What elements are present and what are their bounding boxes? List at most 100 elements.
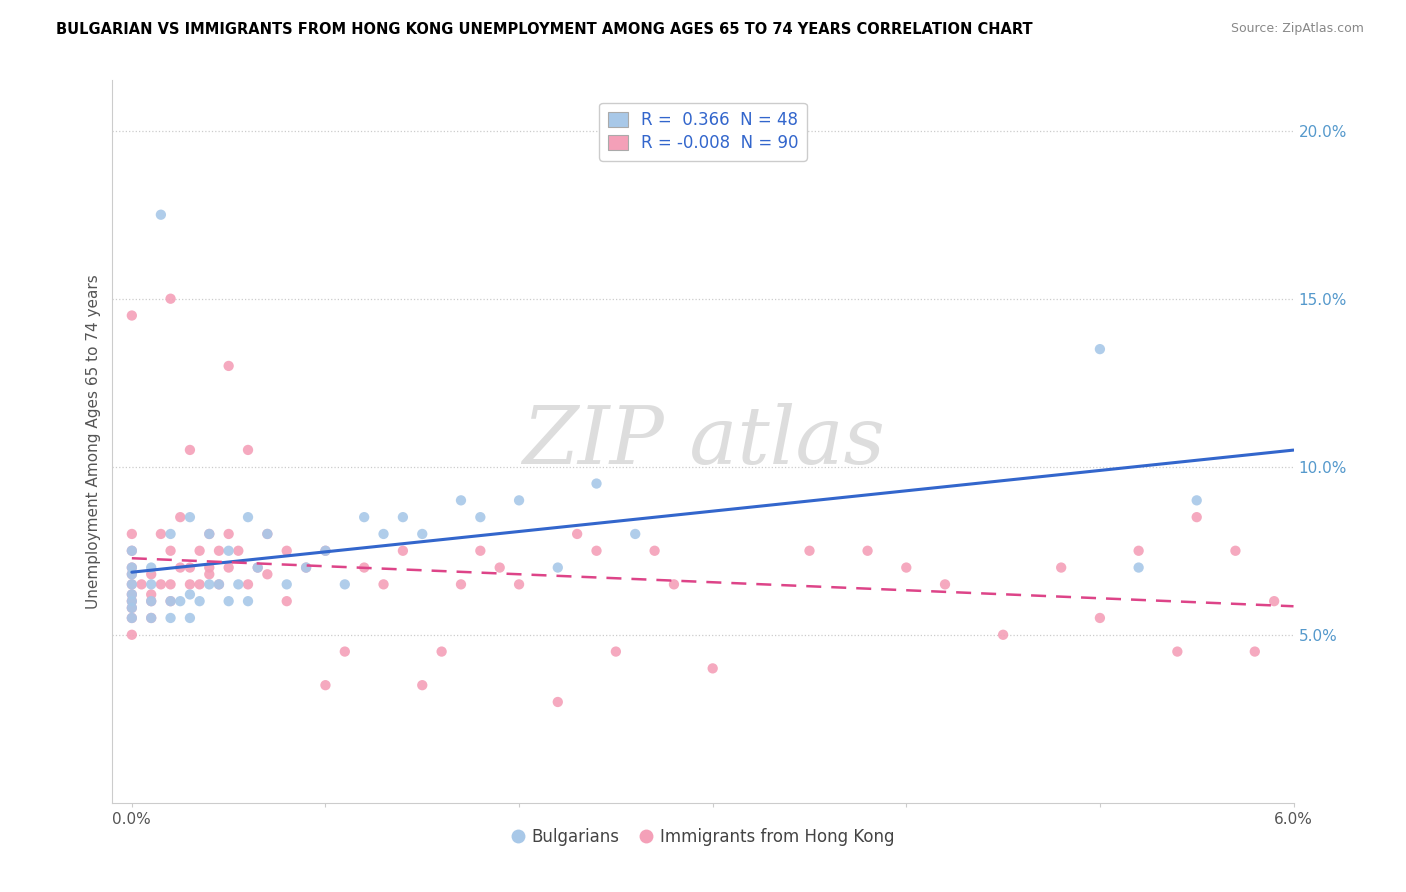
Point xyxy=(256,527,278,541)
Point xyxy=(256,567,278,582)
Point xyxy=(121,611,143,625)
Point xyxy=(276,594,298,608)
Point xyxy=(430,644,453,658)
Point xyxy=(934,577,956,591)
Point xyxy=(218,560,240,574)
Point xyxy=(228,577,250,591)
Y-axis label: Unemployment Among Ages 65 to 74 years: Unemployment Among Ages 65 to 74 years xyxy=(86,274,101,609)
Point xyxy=(488,560,510,574)
Point xyxy=(392,510,415,524)
Point xyxy=(1263,594,1285,608)
Point xyxy=(121,587,143,601)
Point xyxy=(121,309,143,323)
Point xyxy=(121,600,143,615)
Point xyxy=(218,543,240,558)
Point xyxy=(179,442,201,457)
Point xyxy=(547,695,569,709)
Point xyxy=(169,594,191,608)
Point xyxy=(121,577,143,591)
Point xyxy=(179,577,201,591)
Point xyxy=(149,527,172,541)
Point xyxy=(149,577,172,591)
Point xyxy=(121,628,143,642)
Point xyxy=(1128,543,1150,558)
Point xyxy=(411,527,433,541)
Point xyxy=(1166,644,1188,658)
Point xyxy=(353,560,375,574)
Point xyxy=(605,644,627,658)
Point xyxy=(585,476,607,491)
Point xyxy=(141,577,163,591)
Point xyxy=(508,577,530,591)
Point xyxy=(121,594,143,608)
Point xyxy=(411,678,433,692)
Point xyxy=(159,527,181,541)
Point xyxy=(547,560,569,574)
Point xyxy=(218,359,240,373)
Point xyxy=(141,611,163,625)
Point xyxy=(450,493,472,508)
Point xyxy=(188,577,211,591)
Point xyxy=(1050,560,1073,574)
Point xyxy=(141,567,163,582)
Point xyxy=(198,527,221,541)
Point xyxy=(295,560,318,574)
Point xyxy=(314,543,336,558)
Point xyxy=(662,577,685,591)
Point xyxy=(236,577,259,591)
Point xyxy=(159,594,181,608)
Point xyxy=(121,560,143,574)
Point xyxy=(246,560,269,574)
Point xyxy=(256,527,278,541)
Point xyxy=(121,543,143,558)
Point xyxy=(121,611,143,625)
Point xyxy=(246,560,269,574)
Point xyxy=(218,594,240,608)
Point xyxy=(121,567,143,582)
Point xyxy=(141,587,163,601)
Point xyxy=(991,628,1014,642)
Point xyxy=(169,510,191,524)
Point xyxy=(188,543,211,558)
Legend: Bulgarians, Immigrants from Hong Kong: Bulgarians, Immigrants from Hong Kong xyxy=(505,821,901,852)
Point xyxy=(1185,493,1208,508)
Point xyxy=(236,510,259,524)
Point xyxy=(179,611,201,625)
Point xyxy=(159,594,181,608)
Point xyxy=(470,510,492,524)
Point xyxy=(121,587,143,601)
Point xyxy=(198,567,221,582)
Text: BULGARIAN VS IMMIGRANTS FROM HONG KONG UNEMPLOYMENT AMONG AGES 65 TO 74 YEARS CO: BULGARIAN VS IMMIGRANTS FROM HONG KONG U… xyxy=(56,22,1033,37)
Point xyxy=(624,527,647,541)
Point xyxy=(896,560,918,574)
Point xyxy=(141,594,163,608)
Point xyxy=(276,543,298,558)
Point xyxy=(1225,543,1247,558)
Point xyxy=(121,527,143,541)
Point xyxy=(179,587,201,601)
Point xyxy=(644,543,666,558)
Point xyxy=(159,577,181,591)
Point xyxy=(131,577,153,591)
Point xyxy=(121,577,143,591)
Point xyxy=(236,442,259,457)
Point xyxy=(141,594,163,608)
Point xyxy=(179,510,201,524)
Point xyxy=(1185,510,1208,524)
Point xyxy=(276,577,298,591)
Point xyxy=(208,577,231,591)
Point xyxy=(121,567,143,582)
Point xyxy=(799,543,821,558)
Point xyxy=(198,577,221,591)
Point xyxy=(353,510,375,524)
Point xyxy=(1088,342,1111,356)
Point xyxy=(149,208,172,222)
Point xyxy=(169,560,191,574)
Point xyxy=(159,292,181,306)
Point xyxy=(1088,611,1111,625)
Point xyxy=(1243,644,1265,658)
Point xyxy=(585,543,607,558)
Point xyxy=(228,543,250,558)
Point xyxy=(188,594,211,608)
Text: Source: ZipAtlas.com: Source: ZipAtlas.com xyxy=(1230,22,1364,36)
